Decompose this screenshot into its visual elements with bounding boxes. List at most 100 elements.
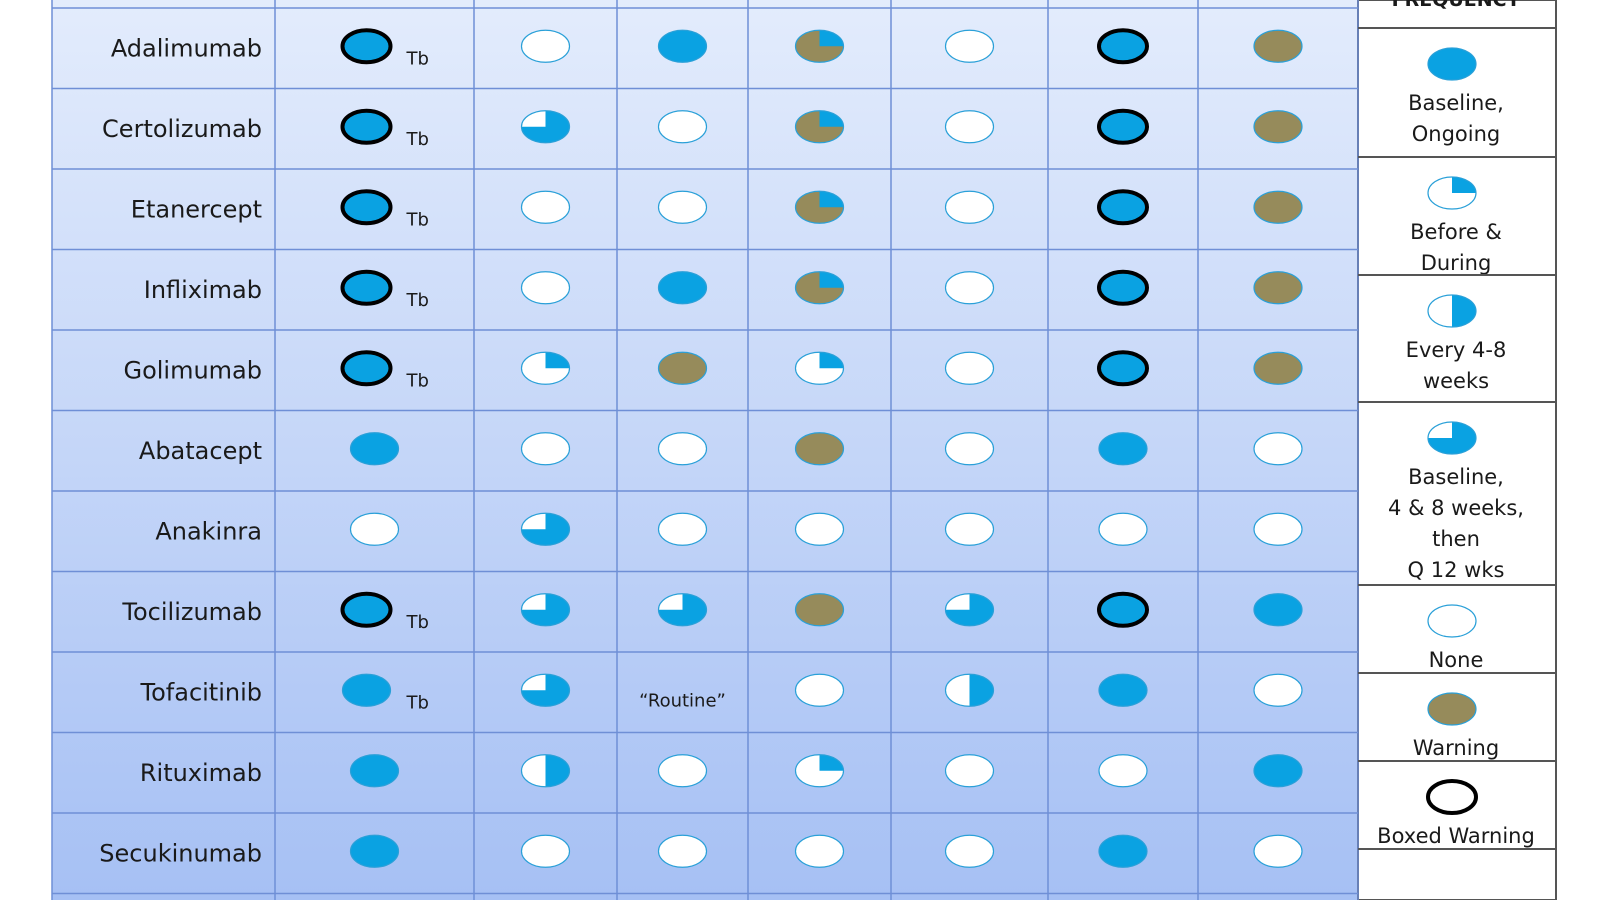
symbol-edge bbox=[1253, 351, 1303, 385]
symbol-edge bbox=[520, 834, 571, 868]
symbol-threequarter bbox=[520, 110, 571, 144]
symbol-edge bbox=[340, 350, 393, 387]
symbol-threequarter bbox=[944, 593, 995, 627]
symbol-edge bbox=[944, 351, 995, 385]
drug-name: Anakinra bbox=[155, 517, 262, 545]
symbol-warning bbox=[1427, 692, 1477, 726]
symbol-full bbox=[1253, 754, 1303, 788]
symbol-base bbox=[521, 30, 570, 63]
symbol-fill bbox=[545, 352, 570, 369]
symbol-none bbox=[944, 271, 995, 305]
symbol-base bbox=[945, 110, 994, 143]
symbol-edge bbox=[1253, 432, 1303, 466]
symbol-edge bbox=[520, 593, 571, 627]
symbol-full bbox=[349, 432, 400, 466]
symbol-edge bbox=[1098, 432, 1148, 466]
symbol-edge bbox=[1098, 673, 1148, 707]
symbol-edge bbox=[349, 432, 400, 466]
legend-label: Baseline, bbox=[1408, 465, 1504, 489]
symbol-base bbox=[1254, 754, 1302, 787]
symbol-edge bbox=[657, 593, 708, 627]
symbol-base bbox=[658, 352, 707, 385]
symbol-fill bbox=[819, 110, 844, 127]
symbol-base bbox=[1099, 593, 1147, 626]
symbol-none bbox=[657, 110, 708, 144]
symbol-quarter bbox=[520, 351, 571, 385]
drug-name: Tofacitinib bbox=[140, 678, 262, 706]
symbol-edge bbox=[657, 834, 708, 868]
symbol-edge bbox=[657, 271, 708, 305]
symbol-base bbox=[1254, 432, 1302, 465]
symbol-boxed bbox=[1097, 269, 1149, 306]
symbol-base bbox=[945, 30, 994, 63]
symbol-boxed bbox=[1097, 108, 1149, 145]
drug-name: Infliximab bbox=[144, 276, 262, 304]
symbol-boxed bbox=[340, 269, 393, 306]
symbol-base bbox=[945, 835, 994, 868]
symbol-base bbox=[658, 754, 707, 787]
symbol-base bbox=[342, 191, 391, 224]
legend-label: During bbox=[1421, 251, 1492, 275]
symbol-none bbox=[520, 29, 571, 63]
symbol-none bbox=[944, 834, 995, 868]
symbol-none bbox=[794, 673, 845, 707]
symbol-base bbox=[342, 352, 391, 385]
symbol-edge bbox=[1098, 834, 1148, 868]
symbol-edge bbox=[794, 754, 845, 788]
symbol-edge bbox=[520, 673, 571, 707]
symbol-half bbox=[944, 673, 995, 707]
symbol-base bbox=[658, 30, 707, 63]
symbol-edge bbox=[1097, 189, 1149, 226]
symbol-fill bbox=[819, 30, 844, 47]
symbol-edge bbox=[1427, 294, 1477, 328]
symbol-fill bbox=[819, 754, 844, 771]
symbol-full bbox=[1098, 834, 1148, 868]
symbol-base bbox=[521, 271, 570, 304]
symbol-none bbox=[1427, 604, 1477, 638]
symbol-none bbox=[520, 190, 571, 224]
symbol-base bbox=[945, 271, 994, 304]
symbol-base bbox=[342, 271, 391, 304]
symbol-none bbox=[1098, 512, 1148, 546]
symbol-none bbox=[944, 110, 995, 144]
symbol-base bbox=[1254, 352, 1302, 385]
symbol-edge bbox=[520, 29, 571, 63]
symbol-none bbox=[349, 512, 400, 546]
symbol-base bbox=[350, 432, 399, 465]
symbol-edge bbox=[1253, 190, 1303, 224]
symbol-boxed bbox=[340, 591, 393, 628]
symbol-edge bbox=[657, 29, 708, 63]
symbol-edge bbox=[340, 108, 393, 145]
symbol-none bbox=[944, 190, 995, 224]
symbol-fill bbox=[1428, 422, 1476, 454]
symbol-base bbox=[1099, 432, 1147, 465]
symbol-edge bbox=[944, 754, 995, 788]
symbol-boxed bbox=[340, 108, 393, 145]
symbol-boxed bbox=[1097, 350, 1149, 387]
symbol-edge bbox=[341, 673, 392, 707]
symbol-edge bbox=[944, 271, 995, 305]
symbol-base bbox=[1099, 30, 1147, 63]
symbol-fill bbox=[521, 110, 570, 143]
symbol-base bbox=[945, 352, 994, 385]
symbol-fill bbox=[819, 191, 844, 208]
symbol-boxed bbox=[1097, 189, 1149, 226]
cell-note: Tb bbox=[406, 290, 429, 311]
symbol-base bbox=[1428, 605, 1476, 637]
symbol-base bbox=[350, 513, 399, 546]
drug-name: Tocilizumab bbox=[121, 598, 262, 626]
symbol-base bbox=[658, 191, 707, 224]
symbol-base bbox=[1428, 781, 1476, 813]
symbol-base bbox=[1254, 835, 1302, 868]
symbol-warning bbox=[794, 593, 845, 627]
cell-text: “Routine” bbox=[639, 690, 726, 711]
symbol-threequarter bbox=[1427, 421, 1477, 455]
symbol-none bbox=[657, 754, 708, 788]
symbol-edge bbox=[944, 834, 995, 868]
symbol-base bbox=[795, 674, 844, 707]
symbol-none bbox=[944, 512, 995, 546]
symbol-base bbox=[350, 835, 399, 868]
symbol-edge bbox=[657, 351, 708, 385]
